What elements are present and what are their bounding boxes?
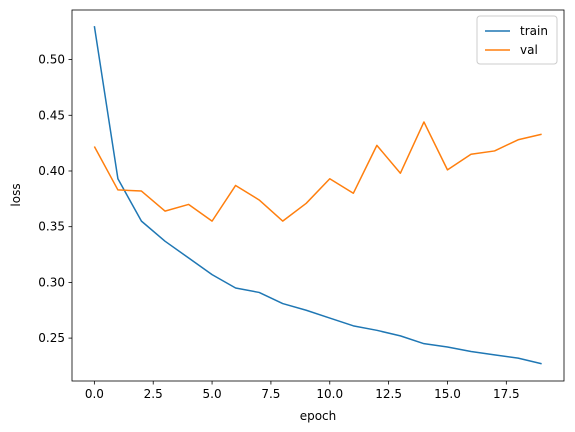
y-tick-label: 0.35 [38, 220, 65, 234]
legend-label-train: train [520, 24, 548, 38]
x-axis-label: epoch [300, 409, 337, 423]
x-tick-label: 5.0 [203, 387, 222, 401]
legend-box [476, 15, 558, 65]
x-tick-label: 2.5 [144, 387, 163, 401]
x-axis-ticks: 0.0 2.5 5.0 7.5 10.0 12.5 15.0 17.5 [85, 381, 520, 401]
y-tick-label: 0.25 [38, 331, 65, 345]
x-tick-label: 10.0 [316, 387, 343, 401]
x-tick-label: 7.5 [261, 387, 280, 401]
series-line-train [93, 26, 542, 365]
y-tick-label: 0.40 [38, 164, 65, 178]
y-axis-label: loss [9, 183, 23, 206]
y-axis-ticks: 0.25 0.30 0.35 0.40 0.45 0.50 [38, 53, 72, 345]
y-tick-label: 0.45 [38, 108, 65, 122]
y-tick-label: 0.30 [38, 275, 65, 289]
legend-label-val: val [520, 43, 538, 57]
y-tick-label: 0.50 [38, 53, 65, 67]
x-tick-label: 0.0 [85, 387, 104, 401]
x-tick-label: 12.5 [375, 387, 402, 401]
series-line-val [93, 121, 542, 222]
plot-frame [71, 9, 565, 382]
x-tick-label: 17.5 [493, 387, 520, 401]
legend: train val [476, 15, 558, 65]
x-tick-label: 15.0 [434, 387, 461, 401]
series-layer [93, 26, 542, 365]
